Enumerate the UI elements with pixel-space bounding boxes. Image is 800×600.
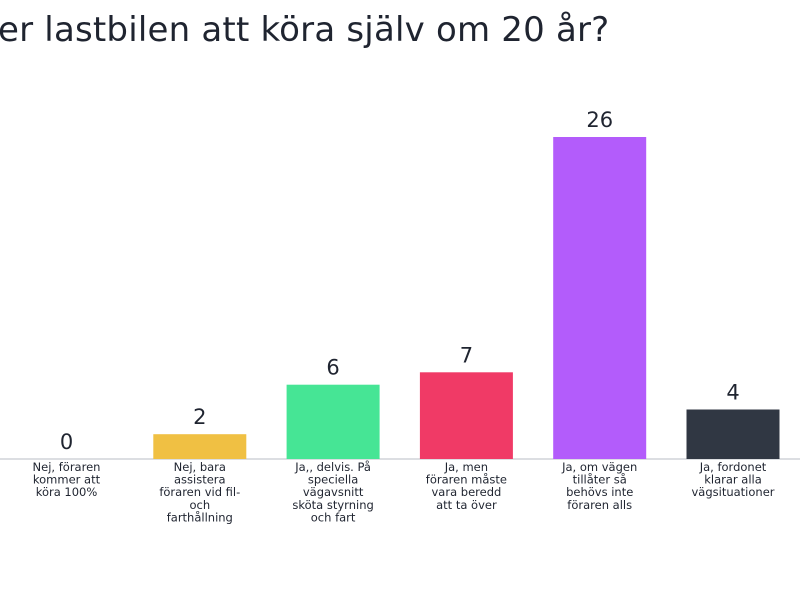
category-label-5-line-2: vägsituationer (691, 485, 774, 499)
value-label-3: 7 (460, 343, 473, 367)
category-label-4-line-0: Ja, om vägen (561, 460, 637, 474)
category-label-1-line-0: Nej, bara (174, 460, 226, 474)
bar-5 (686, 409, 780, 459)
category-label-4-line-1: tillåter så (573, 473, 627, 487)
category-label-1-line-3: och (189, 498, 210, 512)
chart-title: er lastbilen att köra själv om 20 år? (0, 10, 610, 50)
category-label-4-line-3: föraren alls (567, 498, 632, 512)
category-label-3-line-2: vara beredd (431, 485, 501, 499)
category-label-2-line-3: sköta styrning (292, 498, 373, 512)
category-label-5: Ja, fordonet klarar alla vägsituationer (691, 460, 774, 499)
category-label-0-line-2: köra 100% (36, 485, 98, 499)
category-label-5-line-1: klarar alla (704, 473, 762, 487)
category-label-1-line-4: farthållning (167, 510, 233, 524)
category-label-1-line-2: föraren vid fil- (159, 485, 240, 499)
category-label-1-line-1: assistera (174, 473, 226, 487)
bar-4 (553, 137, 647, 459)
category-label-4: Ja, om vägen tillåter så behövs inte förare… (561, 460, 637, 512)
value-label-1: 2 (193, 405, 206, 429)
bar-2 (286, 384, 380, 459)
category-label-3-line-1: föraren måste (426, 473, 507, 487)
category-label-0-line-1: kommer att (33, 473, 101, 487)
category-label-2: Ja,, delvis. På speciella vägavsnitt sköta … (292, 460, 373, 524)
category-label-1: Nej, bara assistera föraren vid fil-och far… (159, 460, 240, 524)
bar-1 (153, 434, 247, 459)
category-label-4-line-2: behövs inte (566, 485, 633, 499)
category-label-3-line-0: Ja, men (444, 460, 488, 474)
category-label-0: Nej, föraren kommer att köra 100% (33, 460, 101, 499)
category-label-2-line-4: och fart (311, 510, 356, 524)
category-label-0-line-0: Nej, föraren (33, 460, 101, 474)
value-label-4: 26 (586, 108, 613, 132)
bar-3 (419, 372, 513, 459)
category-label-2-line-0: Ja,, delvis. På (294, 460, 371, 474)
value-label-5: 4 (726, 381, 739, 405)
category-label-3: Ja, men föraren måste vara beredd att ta öv… (426, 460, 507, 512)
category-label-2-line-1: speciella (308, 473, 358, 487)
value-label-2: 6 (326, 356, 339, 380)
category-label-2-line-2: vägavsnitt (303, 485, 364, 499)
category-label-3-line-3: att ta över (436, 498, 497, 512)
category-label-5-line-0: Ja, fordonet (699, 460, 767, 474)
value-label-0: 0 (60, 430, 73, 454)
